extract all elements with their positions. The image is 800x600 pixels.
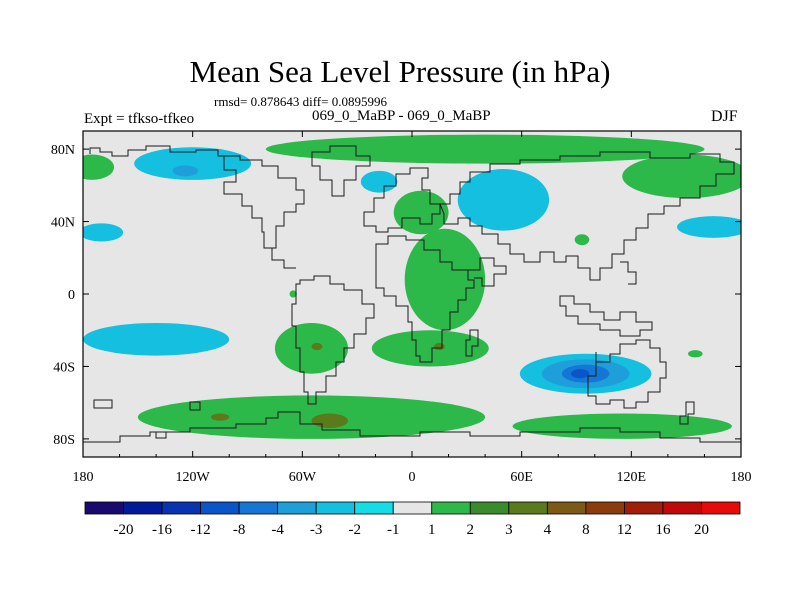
region-arctic-deep-low [172, 165, 199, 177]
coast-asia [439, 151, 735, 281]
colorbar-swatch [701, 501, 741, 515]
colorbar-swatch [200, 501, 240, 515]
colorbar-swatch [161, 501, 201, 515]
colorbar-label: 3 [505, 522, 513, 538]
map-axes: 180 120W 60W 0 60E 120E 180 80N 40N 0 40S 80S [51, 131, 752, 485]
region-south-atlantic-high [371, 330, 489, 367]
coast-madagascar [465, 329, 479, 357]
colorbar-swatch [624, 501, 664, 515]
region-alaska-high [83, 154, 115, 180]
region-atlantic-small-high [289, 290, 297, 298]
rmsd-stats: rmsd= 0.878643 diff= 0.0895996 [214, 94, 387, 109]
region-southern-ocean-high-east [512, 413, 732, 439]
colorbar-swatch [354, 501, 394, 515]
colorbar-swatch [662, 501, 702, 515]
colorbar-swatch [123, 501, 163, 515]
colorbar-label: 4 [544, 522, 552, 538]
colorbar-label: 16 [655, 522, 671, 538]
coast-indonesia [559, 295, 653, 337]
x-tick-label: 60E [510, 470, 533, 485]
region-south-atlantic-core [433, 342, 445, 351]
colorbar-swatch [238, 501, 279, 515]
colorbar-label: -3 [310, 522, 323, 538]
coast-greenland [311, 145, 371, 197]
coast-subantarctic-islands [93, 399, 201, 439]
y-tick-label: 80N [51, 143, 75, 158]
colorbar-swatch [277, 501, 317, 515]
pressure-fields [83, 134, 741, 439]
region-india-small-high [574, 234, 590, 246]
colorbar-label: -4 [271, 522, 284, 538]
region-south-pacific-low [83, 322, 230, 356]
colorbar-label: 1 [428, 522, 436, 538]
region-north-atlantic-low [360, 170, 398, 193]
experiment-label: Expt = tfkso-tfkeo [84, 111, 195, 127]
colorbar-label: -8 [233, 522, 246, 538]
region-north-pacific-low [134, 147, 252, 180]
coast-australia [587, 339, 667, 409]
colorbar-swatch [84, 501, 124, 515]
region-siberia-low [457, 169, 550, 231]
coast-north-america [89, 145, 305, 249]
colorbar-label: 12 [617, 522, 632, 538]
region-europe-high [393, 190, 449, 235]
region-far-east-high [622, 154, 741, 199]
region-north-pacific-west-low [83, 223, 124, 242]
colorbar-label: 2 [467, 522, 475, 538]
coast-arabia [468, 257, 507, 287]
x-tick-label: 120E [617, 470, 647, 485]
chart-title: Mean Sea Level Pressure (in hPa) [189, 54, 611, 89]
coastlines [83, 145, 741, 443]
coast-antarctica [83, 411, 741, 443]
x-tick-label: 120W [176, 470, 211, 485]
colorbar-swatch [315, 501, 356, 515]
colorbar-label: 8 [582, 522, 590, 538]
coast-japan [620, 261, 637, 285]
y-tick-label: 40S [53, 360, 75, 375]
x-tick-label: 180 [73, 470, 94, 485]
colorbar-swatch [469, 501, 510, 515]
y-tick-label: 80S [53, 433, 75, 448]
region-indonesia-small-high [687, 350, 703, 358]
colorbar-label: -1 [387, 522, 400, 538]
colorbar-swatch [585, 501, 625, 515]
colorbar-label: -20 [114, 522, 134, 538]
season-label: DJF [711, 108, 738, 125]
x-tick-label: 60W [289, 470, 317, 485]
y-tick-label: 40N [51, 216, 75, 231]
y-tick-label: 0 [68, 288, 75, 303]
region-south-america-core [311, 342, 323, 351]
x-tick-label: 180 [731, 470, 752, 485]
region-southern-ocean-core-1 [311, 413, 349, 429]
colorbar-swatch [431, 501, 471, 515]
x-tick-label: 0 [409, 470, 416, 485]
coast-south-america [291, 275, 375, 405]
colorbar-label: -12 [191, 522, 211, 538]
coast-africa [375, 235, 475, 363]
coast-europe [363, 167, 441, 233]
region-south-indian-low-core [571, 369, 590, 379]
colorbar-label: -2 [348, 522, 361, 538]
colorbar-swatch [508, 501, 548, 515]
region-arctic-high [265, 134, 705, 164]
colorbar-label: 20 [694, 522, 709, 538]
colorbar: -20 -16 -12 -8 -4 -3 -2 -1 1 2 3 4 8 12 16 20 [84, 501, 741, 538]
coast-new-zealand [679, 401, 695, 425]
coast-central-america [264, 247, 296, 269]
colorbar-swatch [546, 501, 587, 515]
region-east-asia-low [677, 216, 741, 238]
region-africa-high [404, 228, 486, 331]
region-south-america-high [274, 322, 349, 374]
run-label: 069_0_MaBP - 069_0_MaBP [312, 108, 491, 124]
colorbar-label: -16 [152, 522, 172, 538]
colorbar-swatch [392, 501, 433, 515]
region-southern-ocean-core-2 [210, 413, 230, 421]
